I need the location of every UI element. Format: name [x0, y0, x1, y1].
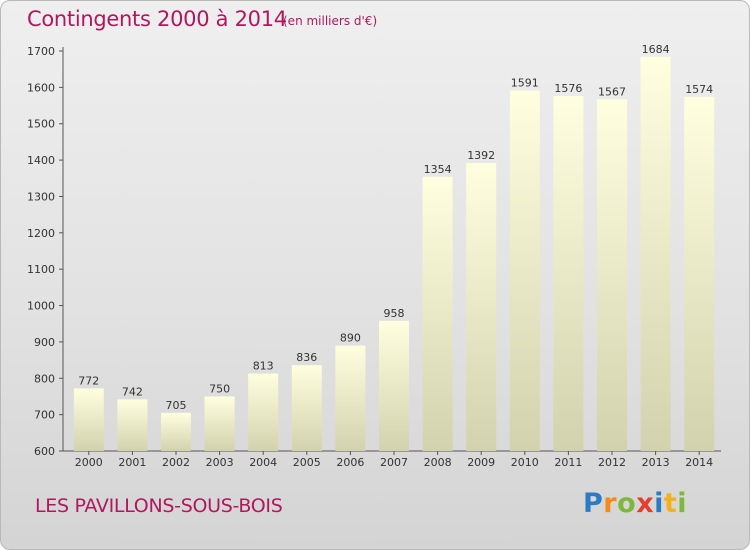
x-tick-label: 2008 [424, 456, 452, 469]
bar-2006 [335, 345, 366, 451]
data-label: 813 [253, 360, 274, 373]
x-tick-label: 2006 [336, 456, 364, 469]
x-tick-label: 2014 [685, 456, 713, 469]
bar-2009 [466, 163, 497, 451]
data-label: 1392 [467, 149, 495, 162]
data-label: 1567 [598, 85, 626, 98]
chart-labels: 2000 772 2001 742 2002 705 2003 750 2004 813 2005 8… [75, 43, 713, 469]
y-tick-label: 1100 [27, 263, 55, 276]
x-tick-label: 2010 [511, 456, 539, 469]
x-tick-label: 2007 [380, 456, 408, 469]
data-label: 1684 [642, 43, 670, 56]
chart-bars [73, 56, 715, 452]
chart-subtitle: (en milliers d'€) [283, 14, 378, 28]
x-tick-label: 2004 [249, 456, 277, 469]
x-tick-label: 2000 [75, 456, 103, 469]
bar-2012 [597, 99, 627, 451]
data-label: 772 [78, 374, 99, 387]
data-label: 1591 [511, 77, 539, 90]
bar-2007 [379, 320, 409, 451]
y-tick-label: 900 [34, 336, 55, 349]
data-label: 890 [340, 332, 361, 345]
bar-2010 [509, 90, 540, 452]
chart-title: Contingents 2000 à 2014 [27, 7, 287, 31]
x-tick-label: 2005 [293, 456, 321, 469]
data-label: 705 [166, 399, 187, 412]
data-label: 958 [384, 307, 405, 320]
proxiti-logo: Proxiti [583, 488, 688, 519]
bar-2001 [117, 399, 148, 451]
y-tick-label: 1400 [27, 154, 55, 167]
y-tick-label: 800 [34, 372, 55, 385]
bar-2004 [248, 373, 279, 451]
x-tick-label: 2013 [642, 456, 670, 469]
data-label: 742 [122, 385, 143, 398]
bar-2013 [640, 56, 671, 452]
data-label: 1576 [554, 82, 582, 95]
x-tick-label: 2011 [554, 456, 582, 469]
data-label: 1574 [685, 83, 713, 96]
x-tick-label: 2001 [118, 456, 146, 469]
data-label: 836 [296, 351, 317, 364]
x-tick-label: 2009 [467, 456, 495, 469]
bar-2014 [684, 96, 715, 452]
y-tick-label: 600 [34, 445, 55, 458]
y-tick-label: 1000 [27, 300, 55, 313]
y-tick-label: 700 [34, 409, 55, 422]
bar-2005 [291, 365, 322, 451]
data-label: 750 [209, 382, 230, 395]
y-tick-label: 1500 [27, 118, 55, 131]
y-tick-label: 1200 [27, 227, 55, 240]
location-label: LES PAVILLONS-SOUS-BOIS [35, 495, 283, 517]
y-tick-label: 1700 [27, 45, 55, 58]
chart-axes: 600 700 800 900 1000 1100 1200 1300 1400 1500 1600… [27, 45, 721, 458]
bar-2002 [161, 412, 191, 451]
bar-2008 [422, 176, 453, 451]
y-tick-label: 1300 [27, 190, 55, 203]
bar-2000 [73, 388, 104, 451]
x-tick-label: 2002 [162, 456, 190, 469]
bar-2003 [204, 396, 235, 451]
x-tick-label: 2003 [206, 456, 234, 469]
x-tick-label: 2012 [598, 456, 626, 469]
bar-2011 [553, 96, 584, 451]
y-tick-label: 1600 [27, 81, 55, 94]
data-label: 1354 [424, 163, 452, 176]
